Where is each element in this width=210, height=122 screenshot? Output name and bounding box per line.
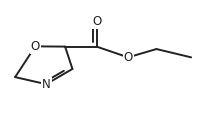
Text: O: O bbox=[123, 51, 133, 64]
Text: N: N bbox=[42, 78, 51, 91]
Text: O: O bbox=[31, 40, 40, 53]
Text: O: O bbox=[92, 15, 101, 28]
